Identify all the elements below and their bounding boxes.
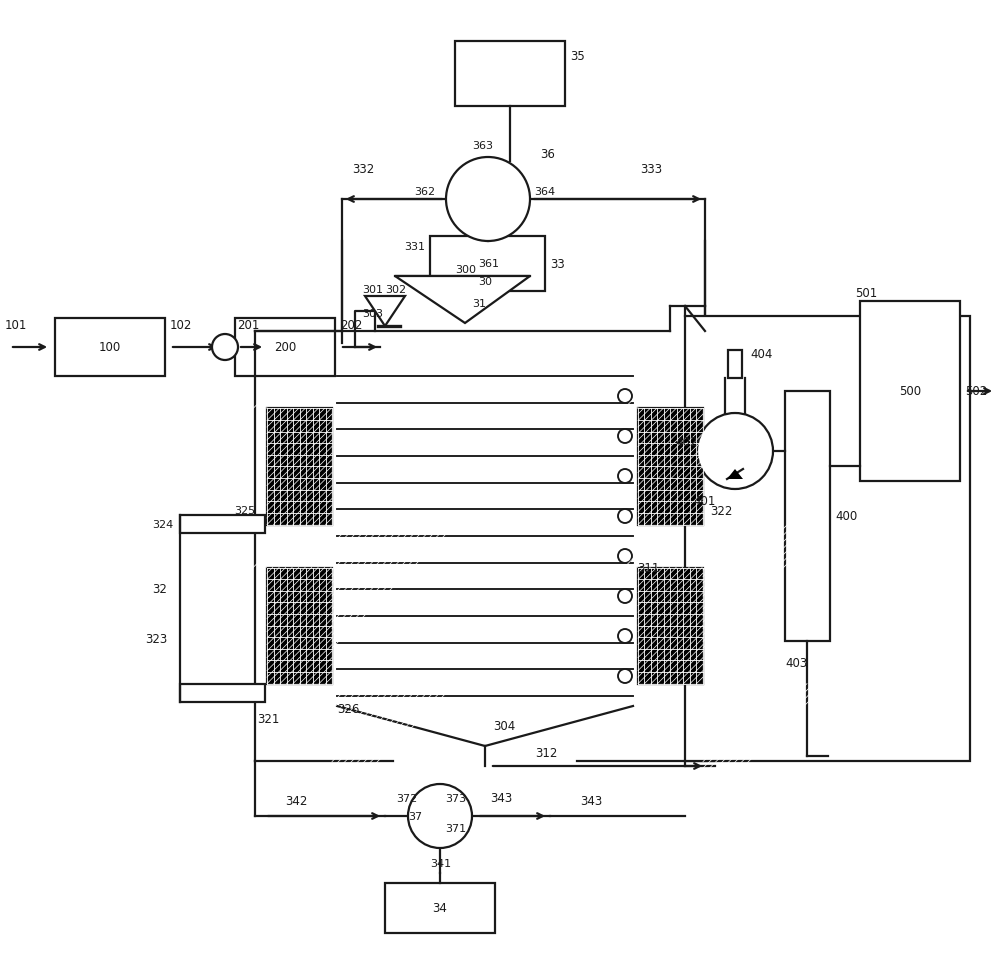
Bar bbox=[180, 515, 265, 533]
Polygon shape bbox=[727, 470, 743, 480]
Text: 300: 300 bbox=[455, 264, 476, 275]
Text: 371: 371 bbox=[445, 824, 466, 833]
Bar bbox=[685, 317, 970, 761]
Bar bbox=[785, 391, 830, 641]
Text: 31: 31 bbox=[472, 299, 486, 308]
Text: 363: 363 bbox=[473, 141, 494, 151]
Bar bbox=[705, 684, 780, 702]
Polygon shape bbox=[365, 297, 405, 327]
Bar bbox=[705, 515, 780, 533]
Bar bbox=[55, 319, 165, 377]
Bar bbox=[430, 236, 545, 292]
Text: 302: 302 bbox=[385, 284, 406, 295]
Circle shape bbox=[408, 784, 472, 849]
Circle shape bbox=[618, 470, 632, 483]
Text: 325: 325 bbox=[234, 506, 255, 516]
Text: 311: 311 bbox=[637, 561, 659, 575]
Text: 402: 402 bbox=[675, 435, 697, 448]
Text: 501: 501 bbox=[855, 287, 877, 300]
Circle shape bbox=[697, 413, 773, 489]
Circle shape bbox=[212, 334, 238, 360]
Text: 200: 200 bbox=[274, 341, 296, 355]
Text: 101: 101 bbox=[5, 319, 27, 333]
Text: 500: 500 bbox=[899, 385, 921, 398]
Text: 400: 400 bbox=[835, 510, 857, 523]
Circle shape bbox=[618, 430, 632, 444]
Text: 201: 201 bbox=[237, 319, 259, 333]
Circle shape bbox=[618, 509, 632, 524]
Text: 36: 36 bbox=[540, 148, 555, 161]
Polygon shape bbox=[395, 277, 530, 324]
Text: 502: 502 bbox=[965, 385, 987, 398]
Text: 404: 404 bbox=[750, 347, 772, 360]
Circle shape bbox=[618, 669, 632, 683]
Text: 332: 332 bbox=[352, 163, 374, 176]
Text: 373: 373 bbox=[445, 793, 466, 803]
Circle shape bbox=[618, 550, 632, 563]
Circle shape bbox=[446, 158, 530, 242]
Text: 333: 333 bbox=[640, 163, 662, 176]
Text: 303: 303 bbox=[362, 308, 383, 319]
Text: 401: 401 bbox=[693, 495, 715, 508]
Text: 343: 343 bbox=[580, 795, 602, 807]
Bar bbox=[860, 302, 960, 481]
Text: 324: 324 bbox=[152, 520, 173, 530]
Text: 35: 35 bbox=[570, 50, 585, 63]
Text: 341: 341 bbox=[430, 858, 451, 868]
Text: 202: 202 bbox=[340, 319, 362, 333]
Text: 403: 403 bbox=[785, 656, 807, 670]
Text: 34: 34 bbox=[433, 901, 447, 915]
Text: 30: 30 bbox=[478, 277, 492, 286]
Text: 372: 372 bbox=[396, 793, 417, 803]
Text: 331: 331 bbox=[404, 242, 425, 252]
Text: 100: 100 bbox=[99, 341, 121, 355]
Text: 362: 362 bbox=[414, 186, 435, 197]
Bar bbox=[180, 684, 265, 702]
Text: 326: 326 bbox=[337, 702, 359, 715]
Text: 321: 321 bbox=[257, 712, 279, 726]
Text: 343: 343 bbox=[490, 792, 512, 804]
Text: 364: 364 bbox=[534, 186, 555, 197]
Text: 304: 304 bbox=[493, 720, 515, 732]
Bar bbox=[267, 568, 332, 684]
Bar bbox=[235, 319, 335, 377]
Text: 102: 102 bbox=[170, 319, 192, 333]
Circle shape bbox=[618, 629, 632, 643]
Bar bbox=[638, 409, 703, 525]
Bar bbox=[267, 409, 332, 525]
Bar bbox=[455, 42, 565, 107]
Text: 32: 32 bbox=[152, 582, 167, 595]
Text: 323: 323 bbox=[145, 632, 167, 645]
Text: 37: 37 bbox=[408, 811, 422, 821]
Bar bbox=[638, 568, 703, 684]
Text: 361: 361 bbox=[478, 259, 499, 269]
Text: 322: 322 bbox=[710, 505, 732, 517]
Text: 312: 312 bbox=[535, 747, 557, 760]
Text: 33: 33 bbox=[550, 258, 565, 271]
Circle shape bbox=[618, 589, 632, 604]
Text: 301: 301 bbox=[362, 284, 383, 295]
Circle shape bbox=[618, 389, 632, 404]
Bar bbox=[385, 883, 495, 933]
Bar bbox=[728, 351, 742, 379]
Text: 342: 342 bbox=[285, 795, 307, 807]
